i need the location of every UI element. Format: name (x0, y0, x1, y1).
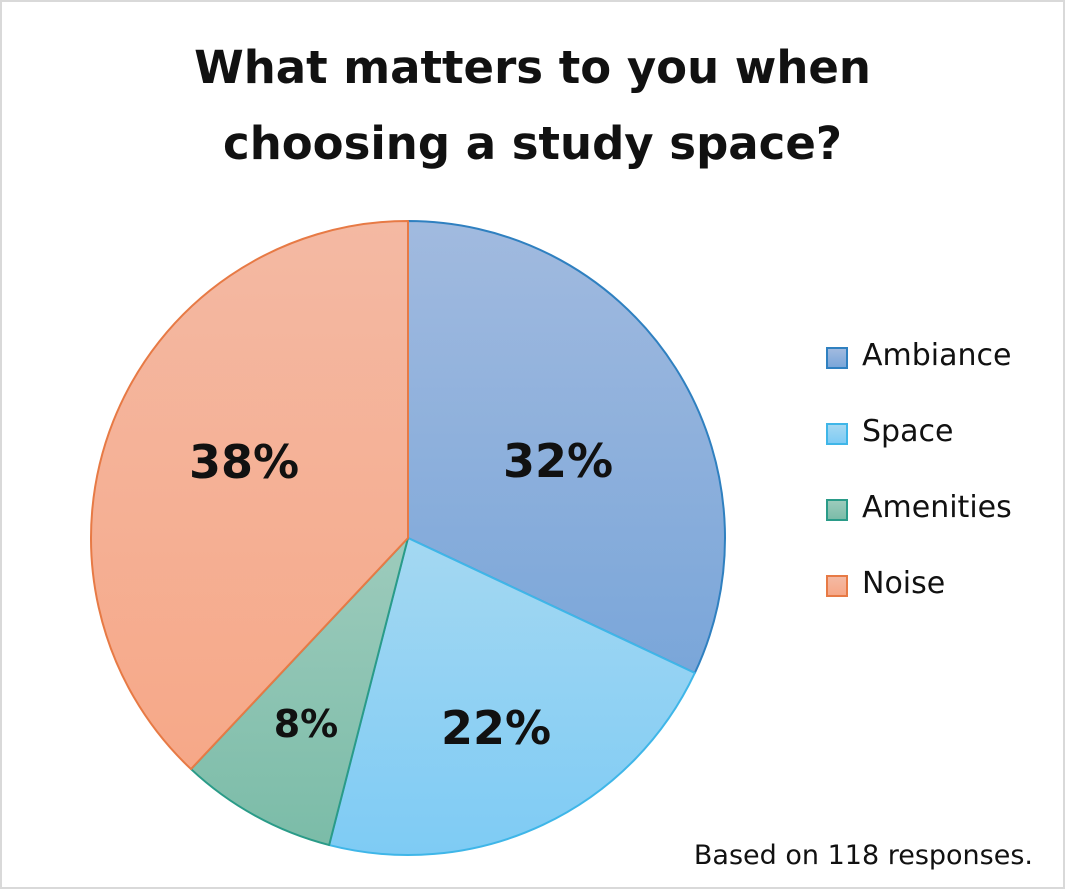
chart-title-line-2: choosing a study space? (223, 117, 842, 170)
pie-slice-space (328, 537, 696, 856)
legend-swatch-noise (826, 575, 848, 597)
chart-title-line-1: What matters to you when (194, 41, 871, 94)
pie-label-amenities: 8% (274, 702, 339, 746)
responses-footnote: Based on 118 responses. (693, 840, 1033, 871)
pie-slice-amenities (190, 537, 409, 847)
legend-swatch-space (826, 423, 848, 445)
pie-label-space: 22% (441, 701, 551, 755)
pie-label-ambiance: 32% (503, 434, 613, 488)
legend-label-amenities: Amenities (862, 490, 1012, 525)
pie-slice-ambiance (407, 220, 726, 674)
chart-title: What matters to you when choosing a stud… (0, 30, 1065, 182)
legend-swatch-amenities (826, 499, 848, 521)
pie-data-labels: 32% 22% 8% 38% (189, 434, 613, 755)
pie-slices (90, 220, 726, 856)
legend-swatch-ambiance (826, 347, 848, 369)
pie-label-noise: 38% (189, 435, 299, 489)
legend-label-noise: Noise (862, 566, 946, 601)
pie-slice-noise (90, 220, 409, 771)
legend-label-space: Space (862, 414, 954, 449)
legend-label-ambiance: Ambiance (862, 338, 1012, 373)
